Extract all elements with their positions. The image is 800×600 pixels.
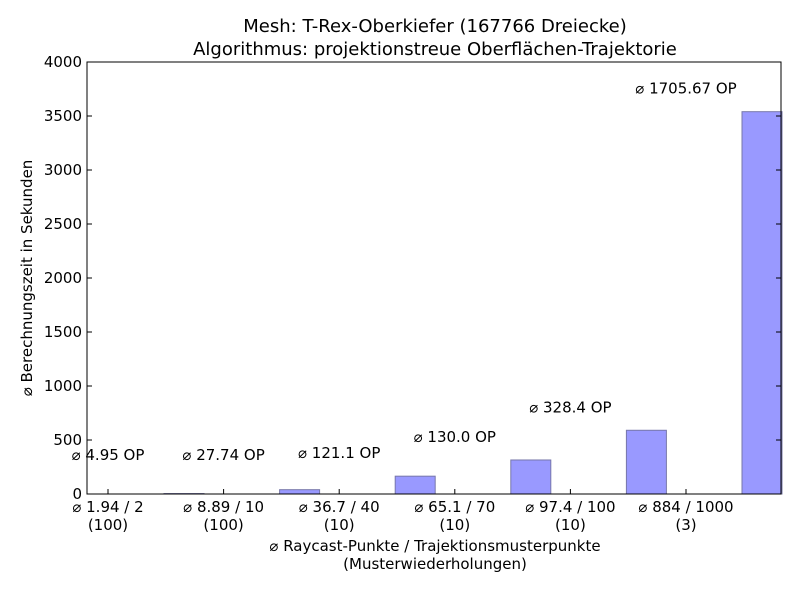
data-label: ⌀ 121.1 OP: [298, 444, 380, 462]
data-label: ⌀ 4.95 OP: [72, 446, 145, 464]
data-labels-group: ⌀ 4.95 OP ⌀ 27.74 OP ⌀ 121.1 OP ⌀ 130.0 OP ⌀…: [72, 80, 737, 464]
x-tick-label-line-1: ⌀ 97.4 / 100: [525, 498, 615, 516]
y-tick-label: 1000: [44, 377, 82, 395]
x-tick-label-line-2: (10): [555, 516, 586, 534]
plot-area-frame: [86, 61, 782, 495]
x-tick-label-line-1: ⌀ 36.7 / 40: [299, 498, 380, 516]
x-tick-label-line-2: (3): [675, 516, 696, 534]
y-tick-label: 2500: [44, 215, 82, 233]
data-label: ⌀ 130.0 OP: [414, 428, 496, 446]
y-ticks-group: 0 500 1000 1500 2000 2500 3000 3500 4000: [44, 53, 781, 503]
bar: [510, 459, 552, 495]
y-tick-label: 3500: [44, 107, 82, 125]
y-tick-label: 0: [72, 485, 82, 503]
chart-title-line-1: Mesh: T-Rex-Oberkiefer (167766 Dreiecke): [243, 16, 626, 37]
x-tick-label-line-1: ⌀ 1.94 / 2: [72, 498, 143, 516]
y-tick-label: 4000: [44, 53, 82, 71]
x-tick-label-line-1: ⌀ 65.1 / 70: [414, 498, 495, 516]
x-ticks-group: ⌀ 1.94 / 2(100)⌀ 8.89 / 10(100)⌀ 36.7 / …: [72, 489, 734, 534]
x-tick-label-line-2: (100): [88, 516, 128, 534]
x-axis-label-line-1: ⌀ Raycast-Punkte / Trajektionsmusterpunk…: [269, 537, 600, 555]
x-tick-label-line-1: ⌀ 884 / 1000: [638, 498, 733, 516]
y-tick-label: 500: [53, 431, 82, 449]
x-tick-label-line-2: (10): [439, 516, 470, 534]
x-tick-label-line-2: (10): [324, 516, 355, 534]
x-axis-label-line-2: (Musterwiederholungen): [343, 555, 527, 573]
y-tick-label: 3000: [44, 161, 82, 179]
chart-title-line-2: Algorithmus: projektionstreue Oberfläche…: [193, 39, 677, 60]
bar: [279, 489, 321, 495]
bar: [394, 475, 436, 495]
data-label: ⌀ 1705.67 OP: [635, 80, 736, 98]
data-label: ⌀ 328.4 OP: [529, 398, 611, 416]
bar: [741, 111, 783, 495]
bar: [625, 429, 667, 495]
bars-group: [163, 111, 783, 495]
y-tick-label: 1500: [44, 323, 82, 341]
data-label: ⌀ 27.74 OP: [182, 446, 264, 464]
y-tick-label: 2000: [44, 269, 82, 287]
x-tick-label-line-2: (100): [203, 516, 243, 534]
x-tick-label-line-1: ⌀ 8.89 / 10: [183, 498, 264, 516]
y-axis-label: ⌀ Berechnungszeit in Sekunden: [18, 160, 36, 397]
